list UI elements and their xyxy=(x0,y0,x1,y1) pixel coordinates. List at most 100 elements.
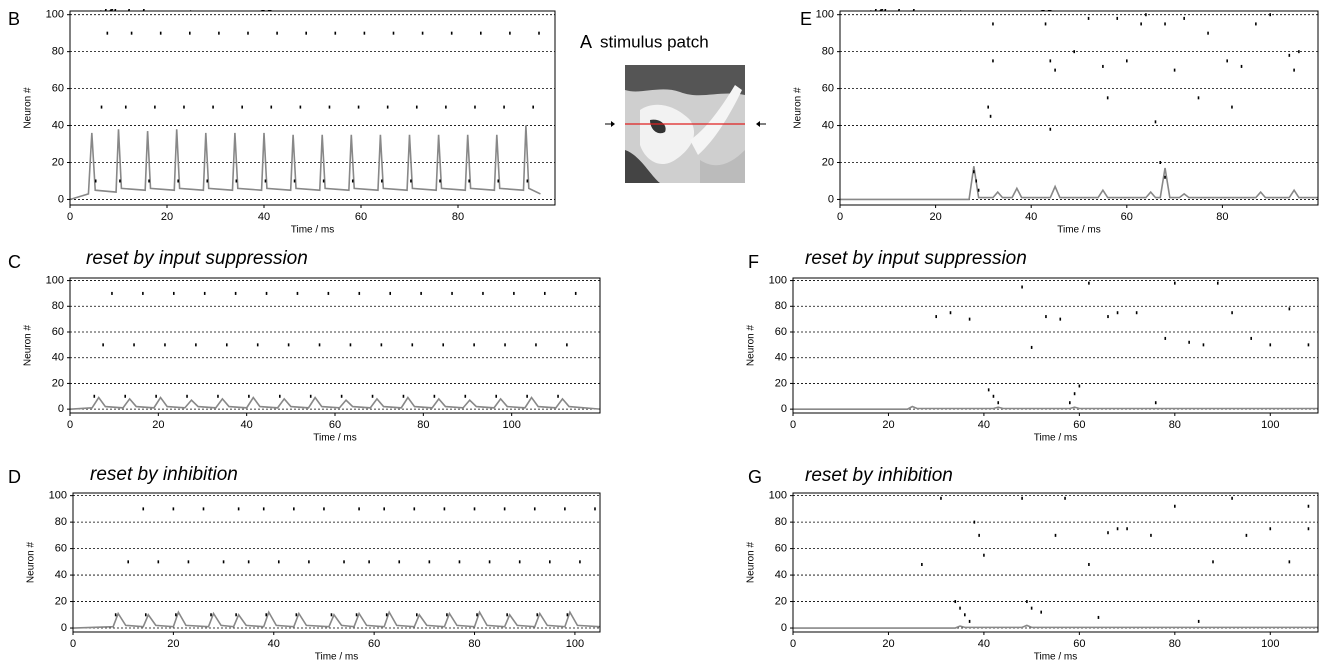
spike xyxy=(247,560,250,564)
spike xyxy=(1212,560,1214,564)
x-axis-label: Time / ms xyxy=(1057,225,1101,236)
spike xyxy=(503,105,505,109)
spike xyxy=(506,613,508,617)
spike xyxy=(413,507,416,511)
spike xyxy=(357,105,360,109)
spike xyxy=(566,343,568,347)
panel-title: reset by input suppression xyxy=(805,248,1027,269)
x-tick-label: 40 xyxy=(978,419,990,431)
spike xyxy=(293,507,295,511)
y-tick-label: 40 xyxy=(775,569,787,581)
spike xyxy=(473,343,475,347)
spike xyxy=(340,394,343,398)
spike xyxy=(1102,64,1104,68)
panel-letter: G xyxy=(748,467,762,487)
spike xyxy=(328,105,331,109)
spike xyxy=(119,179,121,183)
spike xyxy=(464,394,467,398)
spike xyxy=(327,291,330,295)
spike xyxy=(964,613,966,617)
spike xyxy=(1107,315,1109,319)
spike xyxy=(1116,527,1119,531)
spike xyxy=(421,31,424,35)
x-tick-label: 60 xyxy=(1073,419,1085,431)
activity-line xyxy=(69,396,601,410)
spike xyxy=(358,507,360,511)
spike xyxy=(277,560,280,564)
spike xyxy=(935,315,937,319)
y-tick-label: 0 xyxy=(58,403,64,415)
spike xyxy=(148,179,150,183)
y-tick-label: 100 xyxy=(46,9,64,21)
spike xyxy=(983,553,985,557)
spike xyxy=(1231,496,1233,500)
spike xyxy=(1045,315,1047,319)
y-tick-label: 20 xyxy=(55,595,67,607)
panel-title: reset by inhibition xyxy=(805,465,953,486)
spike xyxy=(594,507,596,511)
spike xyxy=(212,105,214,109)
spike xyxy=(479,31,482,35)
x-tick-label: 40 xyxy=(978,638,990,650)
spike xyxy=(415,105,418,109)
spike xyxy=(1269,527,1272,531)
spike xyxy=(1059,317,1062,321)
spike xyxy=(248,394,250,398)
panel-letter: E xyxy=(800,9,812,29)
spike xyxy=(535,343,537,347)
spike xyxy=(188,31,191,35)
spike xyxy=(977,188,980,192)
spike xyxy=(334,31,337,35)
spike xyxy=(278,394,281,398)
spike xyxy=(235,179,238,183)
spike xyxy=(1135,311,1138,315)
spike xyxy=(386,105,389,109)
spike xyxy=(416,613,418,617)
y-tick-label: 40 xyxy=(52,352,64,364)
x-tick-label: 0 xyxy=(67,419,73,431)
y-tick-label: 60 xyxy=(775,543,787,555)
spike xyxy=(989,114,992,118)
panel-letter: B xyxy=(8,9,20,29)
spike xyxy=(1307,527,1310,531)
x-tick-label: 100 xyxy=(1261,419,1279,431)
spike xyxy=(1288,53,1291,57)
y-tick-label: 0 xyxy=(61,622,67,634)
x-axis-label: Time / ms xyxy=(1034,433,1078,444)
spike xyxy=(155,394,157,398)
x-tick-label: 60 xyxy=(1073,638,1085,650)
spike xyxy=(978,533,980,537)
spike xyxy=(402,394,405,398)
spike xyxy=(968,619,971,623)
spike xyxy=(1054,533,1057,537)
spike xyxy=(343,560,345,564)
spike xyxy=(1073,392,1076,396)
y-tick-label: 40 xyxy=(822,119,834,131)
spike xyxy=(1154,120,1157,124)
spike xyxy=(133,343,135,347)
spike xyxy=(1207,31,1209,35)
spike xyxy=(458,560,461,564)
spike xyxy=(1088,562,1090,566)
x-tick-label: 0 xyxy=(790,638,796,650)
spike xyxy=(526,394,528,398)
spike xyxy=(157,560,160,564)
y-tick-label: 0 xyxy=(828,193,834,205)
spike xyxy=(450,31,453,35)
spike xyxy=(1188,340,1190,344)
x-tick-label: 0 xyxy=(67,211,73,223)
spike xyxy=(518,560,521,564)
y-axis-label: Neuron # xyxy=(746,324,757,366)
x-tick-label: 20 xyxy=(882,638,894,650)
spike xyxy=(476,613,478,617)
spike xyxy=(94,179,97,183)
spike xyxy=(504,343,506,347)
spike xyxy=(349,343,352,347)
plot-frame xyxy=(839,10,1319,206)
stimulus-title: stimulus patch xyxy=(600,32,709,51)
y-tick-label: 20 xyxy=(775,377,787,389)
spike xyxy=(296,291,299,295)
spike xyxy=(1145,13,1147,17)
spike xyxy=(368,560,370,564)
spike xyxy=(1097,615,1100,619)
